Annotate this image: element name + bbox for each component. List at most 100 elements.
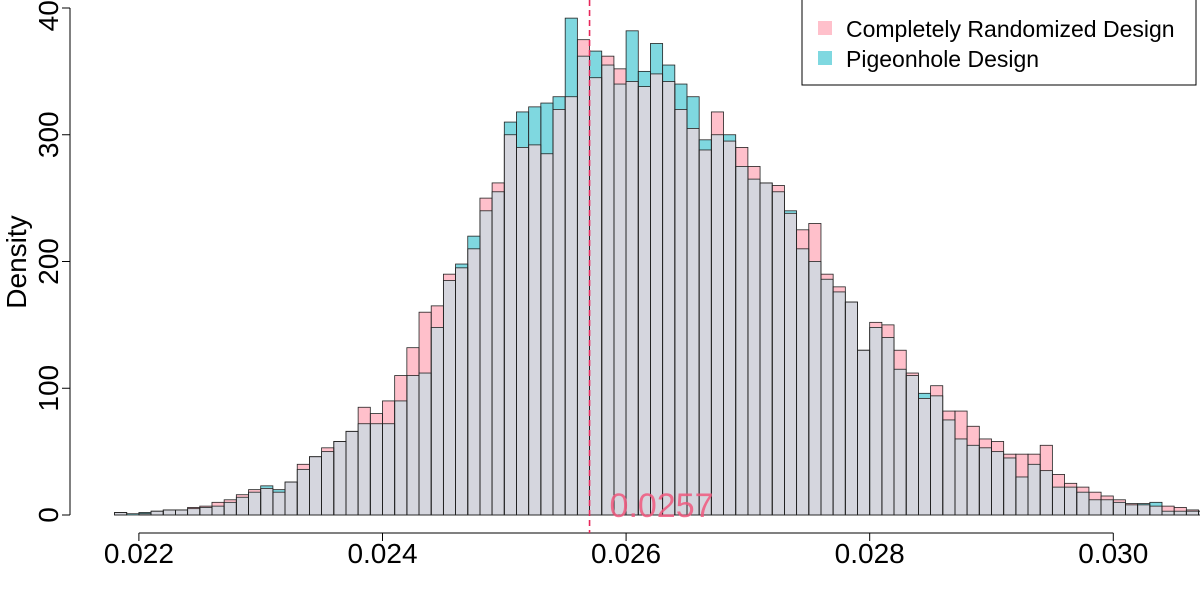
legend: Completely Randomized Design Pigeonhole …	[801, 0, 1197, 86]
bar-overlap	[187, 508, 200, 515]
bar-overlap	[650, 73, 663, 515]
bar-pigeonhole	[126, 513, 139, 515]
bar-overlap	[199, 507, 212, 515]
bar-overlap	[467, 248, 480, 515]
bar-overlap	[236, 497, 249, 515]
bar-overlap	[808, 261, 821, 515]
bar-overlap	[1076, 492, 1089, 515]
bar-overlap	[686, 128, 700, 515]
bar-overlap	[1113, 502, 1126, 515]
bar-overlap	[431, 327, 444, 515]
bar-overlap	[528, 144, 541, 515]
bar-overlap	[394, 400, 407, 515]
bar-overlap	[1003, 457, 1016, 515]
legend-label-completely-randomized: Completely Randomized Design	[846, 16, 1175, 42]
overlap-bars	[114, 56, 1200, 516]
bar-overlap	[370, 423, 383, 515]
bar-overlap	[224, 502, 237, 515]
bar-overlap	[540, 153, 554, 515]
legend-swatch-completely-randomized	[818, 21, 832, 35]
bar-overlap	[723, 141, 736, 515]
bar-overlap	[711, 134, 724, 515]
bar-overlap	[516, 147, 529, 516]
y-tick-label: 100	[33, 365, 64, 412]
bar-overlap	[297, 469, 310, 515]
y-axis-title: Density	[1, 215, 32, 308]
bar-overlap	[796, 248, 809, 515]
bar-overlap	[455, 267, 468, 515]
bar-overlap	[869, 327, 882, 515]
bar-overlap	[735, 166, 748, 515]
bar-overlap	[845, 302, 858, 515]
bar-overlap	[577, 56, 590, 515]
bar-overlap	[248, 492, 261, 515]
bar-overlap	[1101, 499, 1114, 515]
bar-overlap	[638, 86, 651, 516]
bar-overlap	[211, 506, 225, 515]
bar-outlines	[114, 17, 1200, 516]
y-tick-label: 400	[33, 0, 64, 31]
bar-completely-randomized	[1162, 506, 1175, 515]
x-tick-label: 0.024	[347, 538, 417, 569]
bar-overlap	[345, 431, 359, 515]
bar-overlap	[1064, 487, 1077, 515]
bar-overlap	[894, 369, 907, 515]
bar-overlap	[674, 109, 687, 516]
bar-overlap	[565, 96, 578, 515]
bar-overlap	[601, 65, 614, 515]
bar-overlap	[613, 84, 627, 516]
bar-overlap	[979, 447, 992, 515]
bar-overlap	[930, 395, 943, 515]
x-tick-label: 0.028	[835, 538, 905, 569]
bar-overlap	[1015, 476, 1029, 515]
bar-overlap	[175, 509, 188, 515]
bar-overlap	[857, 350, 870, 515]
bar-overlap	[1198, 511, 1200, 515]
bar-overlap	[772, 191, 785, 515]
bar-overlap	[419, 373, 432, 515]
bar-overlap	[333, 441, 346, 515]
bar-overlap	[151, 511, 164, 515]
bar-overlap	[699, 149, 712, 515]
bar-overlap	[321, 451, 334, 515]
bar-overlap	[382, 423, 395, 515]
bar-overlap	[406, 375, 420, 515]
bar-overlap	[1028, 464, 1041, 515]
bar-overlap	[285, 482, 298, 515]
bar-overlap	[589, 77, 602, 516]
bar-overlap	[954, 438, 968, 515]
y-tick-label: 300	[33, 111, 64, 158]
y-tick-label: 200	[33, 238, 64, 285]
bar-overlap	[1149, 506, 1162, 515]
bar-overlap	[504, 134, 517, 515]
bar-overlap	[114, 512, 127, 515]
bar-overlap	[967, 445, 980, 515]
x-tick-label: 0.026	[591, 538, 661, 569]
bar-overlap	[138, 513, 152, 515]
bar-overlap	[553, 109, 566, 516]
bar-outline-pigeonhole	[1198, 510, 1200, 516]
bar-overlap	[443, 280, 456, 515]
bar-overlap	[1088, 499, 1102, 515]
bar-overlap	[272, 492, 286, 515]
bar-overlap	[260, 488, 273, 515]
bar-overlap	[479, 210, 493, 516]
bar-overlap	[906, 375, 919, 515]
bar-overlap	[163, 509, 176, 515]
bar-overlap	[626, 81, 639, 515]
bar-overlap	[1162, 511, 1175, 515]
bar-overlap	[492, 191, 505, 515]
mean-annotation: 0.0257	[610, 487, 714, 525]
bar-overlap	[1040, 470, 1053, 515]
legend-label-pigeonhole: Pigeonhole Design	[846, 46, 1039, 72]
x-tick-label: 0.030	[1078, 538, 1148, 569]
y-tick-label: 0	[33, 507, 64, 523]
bar-overlap	[662, 81, 675, 515]
bar-overlap	[942, 419, 955, 515]
bar-overlap	[784, 213, 797, 515]
bar-overlap	[881, 337, 895, 515]
bar-overlap	[1125, 504, 1138, 515]
legend-box	[801, 0, 1197, 86]
bar-overlap	[358, 423, 371, 515]
